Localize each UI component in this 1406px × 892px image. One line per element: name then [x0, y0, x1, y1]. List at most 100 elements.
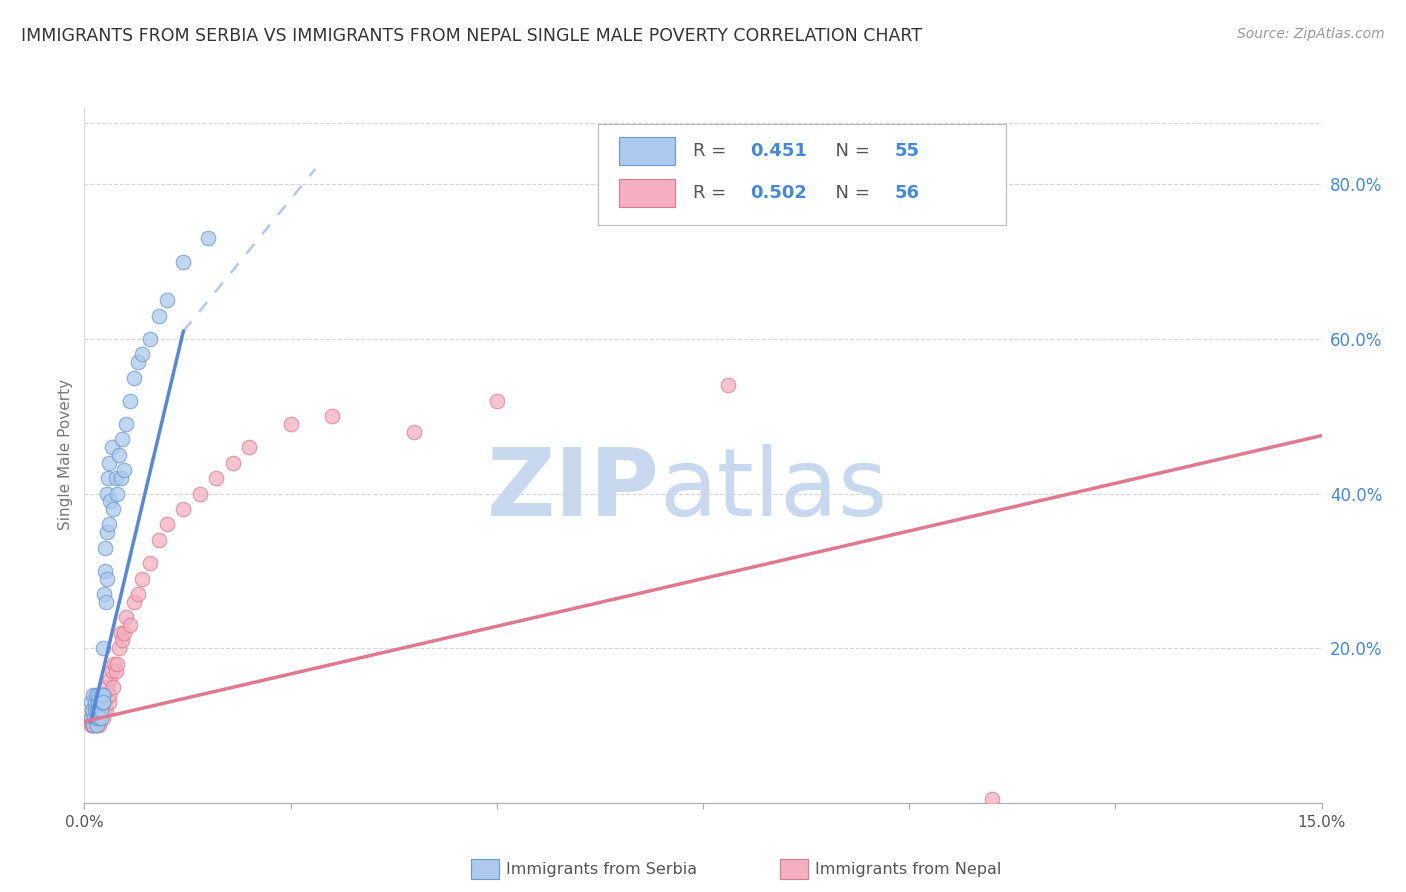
Point	[86, 703, 108, 717]
Point	[321, 409, 343, 424]
Point	[98, 494, 121, 508]
Point	[82, 688, 104, 702]
Point	[103, 657, 125, 671]
Point	[98, 688, 121, 702]
Point	[114, 610, 136, 624]
Point	[84, 688, 107, 702]
Point	[118, 393, 141, 408]
Point	[98, 456, 121, 470]
Text: IMMIGRANTS FROM SERBIA VS IMMIGRANTS FROM NEPAL SINGLE MALE POVERTY CORRELATION : IMMIGRANTS FROM SERBIA VS IMMIGRANTS FRO…	[21, 27, 922, 45]
Point	[980, 792, 1002, 806]
Point	[86, 711, 108, 725]
Point	[111, 633, 134, 648]
Point	[86, 703, 108, 717]
Point	[112, 625, 135, 640]
Point	[100, 665, 122, 679]
Point	[127, 587, 149, 601]
Point	[122, 595, 145, 609]
Point	[104, 471, 127, 485]
FancyBboxPatch shape	[619, 178, 675, 207]
Point	[80, 718, 103, 732]
Text: 0.502: 0.502	[749, 184, 807, 202]
Point	[84, 711, 107, 725]
Point	[80, 718, 103, 732]
Point	[96, 486, 118, 500]
Point	[97, 471, 120, 485]
Point	[86, 718, 108, 732]
Point	[84, 703, 107, 717]
Point	[96, 680, 118, 694]
Point	[404, 425, 426, 439]
Point	[122, 370, 145, 384]
Point	[717, 378, 740, 392]
Point	[91, 688, 114, 702]
Point	[91, 695, 114, 709]
Text: 56: 56	[894, 184, 920, 202]
Point	[148, 533, 170, 547]
Point	[94, 695, 117, 709]
Point	[105, 486, 128, 500]
Point	[131, 572, 153, 586]
Point	[110, 471, 132, 485]
Point	[87, 688, 110, 702]
Text: N =: N =	[824, 142, 870, 160]
Point	[222, 456, 245, 470]
Point	[114, 417, 136, 431]
Point	[96, 572, 118, 586]
Point	[84, 718, 107, 732]
Point	[280, 417, 302, 431]
FancyBboxPatch shape	[598, 124, 1007, 226]
Point	[90, 703, 112, 717]
Point	[91, 641, 114, 656]
Point	[103, 680, 125, 694]
Point	[80, 703, 103, 717]
Point	[82, 711, 104, 725]
Point	[84, 703, 107, 717]
Point	[86, 718, 108, 732]
Point	[98, 517, 121, 532]
Point	[172, 254, 194, 268]
Point	[110, 625, 132, 640]
Point	[148, 309, 170, 323]
Text: N =: N =	[824, 184, 870, 202]
Point	[139, 332, 162, 346]
Point	[118, 618, 141, 632]
Point	[91, 695, 114, 709]
Point	[83, 711, 105, 725]
Point	[91, 688, 114, 702]
Point	[80, 711, 103, 725]
Point	[139, 556, 162, 570]
Point	[100, 440, 122, 454]
Point	[89, 703, 111, 717]
Point	[127, 355, 149, 369]
Text: Immigrants from Nepal: Immigrants from Nepal	[815, 863, 1002, 877]
Point	[94, 564, 117, 578]
Point	[96, 525, 118, 540]
Point	[188, 486, 211, 500]
Point	[83, 711, 105, 725]
Text: 55: 55	[894, 142, 920, 160]
Text: ZIP: ZIP	[486, 443, 659, 536]
Point	[156, 517, 179, 532]
Point	[238, 440, 260, 454]
Point	[98, 695, 121, 709]
Point	[131, 347, 153, 361]
FancyBboxPatch shape	[619, 137, 675, 165]
Point	[94, 703, 117, 717]
Point	[86, 695, 108, 709]
Point	[89, 718, 111, 732]
Point	[93, 587, 115, 601]
Point	[172, 502, 194, 516]
Point	[94, 595, 117, 609]
Point	[91, 711, 114, 725]
Point	[90, 703, 112, 717]
Point	[82, 718, 104, 732]
Point	[80, 711, 103, 725]
Point	[89, 711, 111, 725]
Point	[112, 463, 135, 477]
Point	[80, 703, 103, 717]
Point	[94, 541, 117, 555]
Point	[205, 471, 228, 485]
Text: R =: R =	[693, 142, 727, 160]
Point	[94, 688, 117, 702]
